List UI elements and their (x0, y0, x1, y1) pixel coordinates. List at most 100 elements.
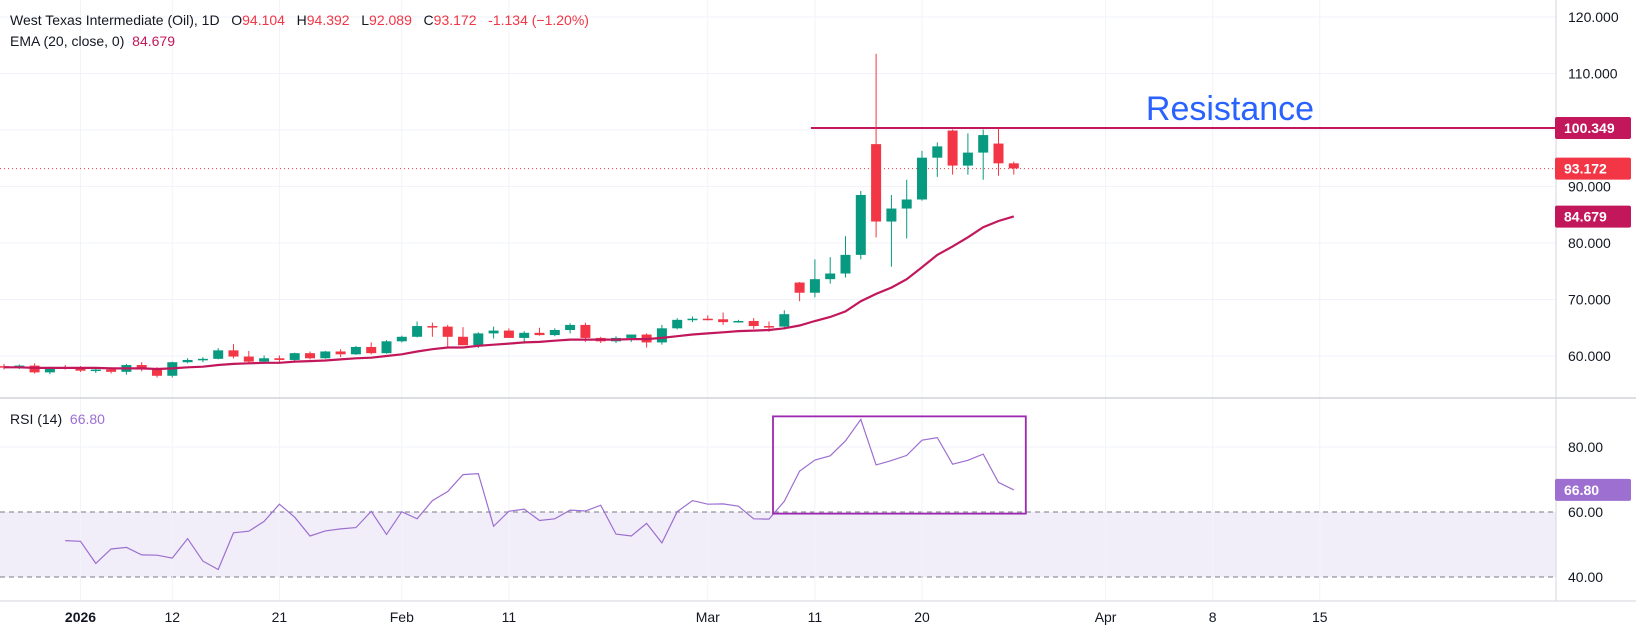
time-axis-tick: 12 (165, 609, 181, 625)
candle-body (779, 314, 790, 327)
candle-body (626, 334, 637, 338)
candle (503, 328, 514, 338)
legend-open-label: O (231, 12, 243, 28)
candle (855, 191, 866, 260)
ema-price-label-text: 84.679 (1564, 209, 1607, 225)
resistance-price-label: 100.349 (1555, 117, 1631, 140)
candle-body (580, 324, 591, 338)
candle-body (825, 273, 836, 280)
resistance-annotation: Resistance (1146, 90, 1314, 128)
candle (381, 340, 392, 354)
price-axis-tick: 60.000 (1568, 348, 1611, 364)
candle (962, 133, 973, 175)
candle (565, 323, 576, 334)
time-axis-tick: Apr (1095, 609, 1117, 625)
candle (656, 324, 667, 345)
candle-body (748, 320, 759, 327)
candle (733, 319, 744, 323)
candle-body (917, 157, 927, 200)
candle-body (702, 318, 713, 321)
rsi-legend: RSI (14) 66.80 (10, 411, 105, 427)
candle-body (152, 369, 162, 376)
candle (274, 355, 285, 363)
candle (702, 315, 713, 321)
price-axis-tick: 120.000 (1568, 9, 1619, 25)
candle (901, 179, 912, 239)
ema-price-label: 84.679 (1555, 205, 1631, 228)
legend-high-label: H (296, 12, 307, 28)
rsi-axis-tick: 80.00 (1568, 439, 1603, 455)
candle (917, 150, 927, 201)
candle (350, 345, 361, 355)
legend-high-value: 94.392 (306, 12, 350, 28)
legend-low-value: 92.089 (369, 12, 412, 28)
candle (947, 129, 958, 175)
candle-body (549, 330, 560, 336)
candle-body (366, 346, 377, 354)
time-axis-tick: 15 (1312, 609, 1328, 625)
rsi-current-label-bg (1555, 478, 1631, 501)
candle-body (458, 336, 468, 346)
candle (672, 318, 683, 330)
candle (488, 326, 499, 339)
candle (458, 327, 468, 346)
candle (412, 321, 423, 338)
price-axis-tick: 80.000 (1568, 235, 1611, 251)
candle-body (243, 356, 254, 362)
rsi-line (65, 418, 1015, 571)
candle (886, 194, 897, 267)
candle-body (886, 208, 897, 222)
price-axis-tick: 90.000 (1568, 179, 1611, 195)
candle (335, 349, 346, 358)
current-price-label-text: 93.172 (1564, 161, 1607, 177)
candle (840, 236, 851, 278)
candle (932, 142, 943, 177)
candle (427, 322, 438, 337)
candle-body (503, 330, 514, 338)
candle-body (978, 135, 989, 153)
candle-body (519, 332, 530, 338)
candle-body (396, 336, 407, 342)
current-price-label-bg (1555, 157, 1631, 180)
current-price-label: 93.172 (1555, 157, 1631, 180)
candle-body (289, 353, 300, 360)
candle-body (672, 319, 683, 329)
time-axis-tick: Feb (390, 609, 414, 625)
legend-change: -1.134 (−1.20%) (488, 12, 589, 28)
candle (718, 312, 729, 325)
candle-body (473, 333, 484, 346)
candle (534, 327, 545, 336)
candle (305, 351, 315, 360)
candle-body (44, 367, 55, 373)
candle-body (993, 143, 1004, 164)
resistance-price-label-bg (1555, 117, 1631, 140)
candle-body (350, 346, 361, 355)
candle (779, 310, 790, 330)
candle (213, 348, 224, 360)
ema-price-label-bg (1555, 205, 1631, 228)
candle-body (565, 324, 576, 331)
candle-body (305, 353, 315, 359)
candle (396, 335, 407, 343)
candle (871, 53, 882, 238)
candle (136, 362, 147, 372)
candle-body (488, 330, 499, 334)
candle-body (901, 199, 912, 209)
time-axis-tick: 11 (502, 609, 517, 625)
candle (243, 350, 254, 364)
candle (549, 328, 560, 337)
candle-body (932, 146, 943, 158)
legend-close-label: C (423, 12, 434, 28)
candle-body (733, 320, 744, 323)
rsi-axis-tick: 60.00 (1568, 504, 1603, 520)
candle (366, 342, 377, 355)
candle (794, 281, 805, 302)
rsi-highlight-box (772, 415, 1027, 515)
candle-body (197, 358, 208, 361)
candle-body (90, 369, 101, 372)
legend-symbol: West Texas Intermediate (Oil), 1D (10, 12, 220, 28)
candle-body (840, 254, 851, 274)
candle-body (335, 351, 346, 355)
candle-body (182, 359, 193, 363)
